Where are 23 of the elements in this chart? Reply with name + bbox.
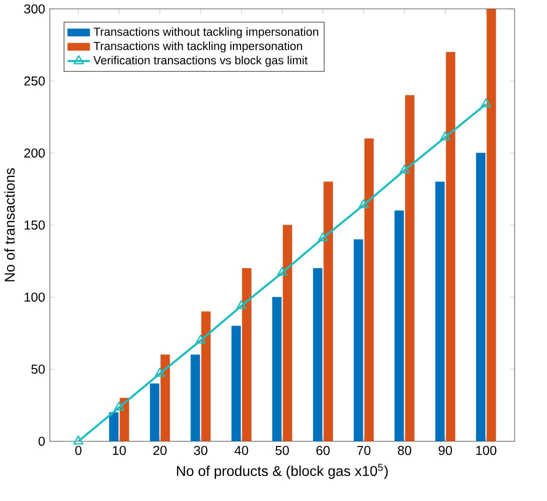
x-tick-label: 80 [398, 446, 412, 456]
x-tick-label: 0 [75, 446, 82, 456]
legend-label: Verification transactions vs block gas limit [93, 56, 308, 67]
y-tick-label: 250 [24, 76, 45, 86]
y-tick-label: 0 [38, 436, 45, 446]
x-tick-label: 40 [234, 446, 248, 456]
x-tick-label: 10 [112, 446, 126, 456]
x-tick-label: 20 [153, 446, 167, 456]
x-tick-label: 70 [357, 446, 370, 456]
x-tick-label: 50 [276, 446, 289, 456]
x-axis-title: No of products & (block gas x10$^{5}$) [177, 464, 388, 479]
y-axis-title: No of transactions [4, 168, 15, 282]
x-tick-label: 100 [476, 446, 496, 456]
y-tick-label: 300 [24, 4, 45, 14]
x-tick-label: 30 [194, 446, 208, 456]
legend-label: Transactions with tackling impersonation [94, 42, 302, 53]
y-tick-label: 50 [31, 364, 45, 374]
y-tick-label: 150 [24, 220, 45, 230]
x-tick-label: 90 [438, 446, 452, 456]
legend-label: Transactions without tackling impersonation [94, 27, 318, 38]
y-tick-label: 200 [24, 148, 45, 158]
x-tick-label: 60 [316, 446, 330, 456]
y-tick-label: 100 [24, 292, 45, 302]
